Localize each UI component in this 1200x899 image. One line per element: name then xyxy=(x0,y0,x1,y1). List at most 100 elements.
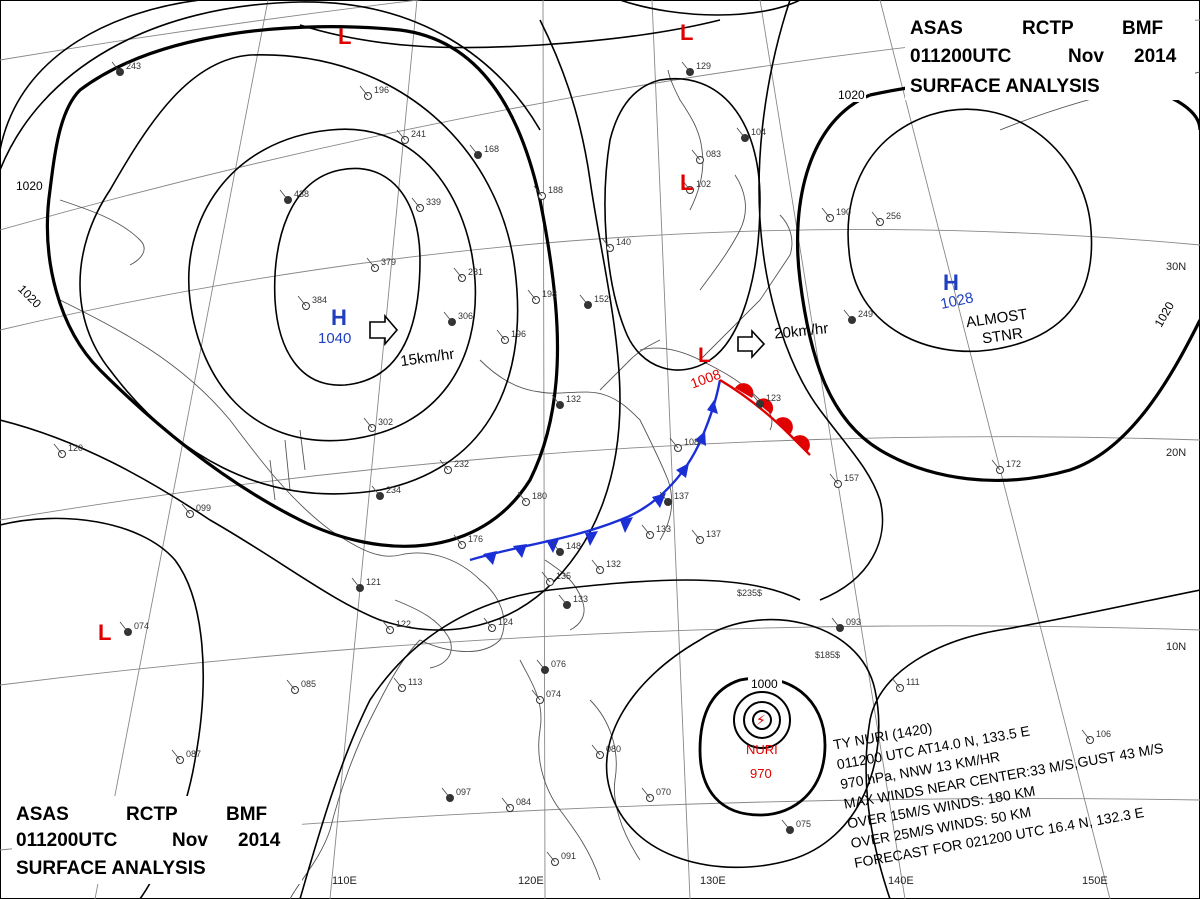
title-word-1: ASAS xyxy=(910,18,963,39)
wind-barb-icon xyxy=(831,617,841,629)
wind-barb-icon xyxy=(371,485,381,497)
lat-label-20n: 20N xyxy=(1166,447,1186,459)
cold-front-barb xyxy=(676,463,689,478)
ship-report-1: $235$ xyxy=(737,588,762,598)
low-symbol-sakhalin: L xyxy=(680,170,693,195)
wind-barb-icon xyxy=(891,677,901,689)
isobar-se xyxy=(865,589,1200,899)
station-pressure-label: 132 xyxy=(606,559,621,569)
coast-philippines-east xyxy=(589,699,641,861)
station-pressure-label: 087 xyxy=(186,749,201,759)
wind-barb-icon xyxy=(501,797,511,809)
station-pressure-label: 070 xyxy=(656,787,671,797)
station-pressure-label: 132 xyxy=(566,394,581,404)
wind-barb-icon xyxy=(591,744,601,756)
wind-barb-icon xyxy=(991,459,1001,471)
station-pressure-label: 133 xyxy=(573,594,588,604)
station-pressure-label: 168 xyxy=(484,144,499,154)
wind-barb-icon xyxy=(366,257,376,269)
isobar-label-bg xyxy=(14,178,44,192)
title-time-bottom: 011200UTC xyxy=(16,830,118,851)
isobar-north-band xyxy=(299,19,721,49)
lat-label-10n: 10N xyxy=(1166,641,1186,653)
wind-barb-icon xyxy=(558,594,568,606)
cold-front-barb xyxy=(695,431,706,446)
pressure-centers: H 1040 H 1028 ALMOST STNR L L L L L 1008… xyxy=(98,20,1028,781)
arrow-right-icon xyxy=(369,313,399,347)
station-pressure-label: 172 xyxy=(1006,459,1021,469)
typhoon-value: 970 xyxy=(750,766,772,781)
coast-hainan xyxy=(394,599,452,669)
wind-barb-icon xyxy=(453,534,463,546)
station-pressure-label: 152 xyxy=(594,294,609,304)
wind-barb-icon xyxy=(297,295,307,307)
wind-barb-icon xyxy=(443,311,453,323)
wind-barb-icon xyxy=(536,659,546,671)
station-pressure-label: 196 xyxy=(374,85,389,95)
station-pressure-label: 438 xyxy=(294,189,309,199)
title-block-bg xyxy=(905,8,1195,100)
coast-honshu xyxy=(699,214,793,361)
high-value-east: 1028 xyxy=(939,289,975,313)
river-marks xyxy=(269,429,306,501)
low-symbol-ne: L xyxy=(680,20,693,45)
station-pressure-label: 140 xyxy=(616,237,631,247)
station-pressure-label: 113 xyxy=(408,677,422,687)
title-year-bottom: 2014 xyxy=(238,830,281,851)
station-pressure-label: 188 xyxy=(548,185,563,195)
wind-barb-icon xyxy=(351,577,361,589)
station-pressure-label: 074 xyxy=(546,689,561,699)
meridian-150e xyxy=(879,0,1111,899)
title-word-2-bottom: RCTP xyxy=(126,804,178,825)
station-pressure-label: 249 xyxy=(858,309,873,319)
wind-barb-icon xyxy=(496,329,506,341)
low-symbol-north: L xyxy=(338,24,351,49)
station-pressure-label: 102 xyxy=(696,179,711,189)
fronts xyxy=(469,378,811,565)
station-pressure-label: 234 xyxy=(386,485,401,495)
high-symbol-east: H xyxy=(943,270,959,295)
wind-barb-icon xyxy=(546,851,556,863)
station-pressure-label: 111 xyxy=(906,677,920,687)
station-pressure-label: 076 xyxy=(551,659,566,669)
isobar-typhoon-1000 xyxy=(698,676,827,817)
wind-barb-icon xyxy=(441,787,451,799)
parallel-20n xyxy=(0,436,1200,521)
wind-barb-icon xyxy=(531,689,541,701)
station-pressure-label: 137 xyxy=(706,529,721,539)
wind-barb-icon xyxy=(691,149,701,161)
typhoon-symbol-icon: ⚡ xyxy=(756,712,766,728)
station-pressure-label: 091 xyxy=(561,851,576,861)
wind-barb-icon xyxy=(781,819,791,831)
station-pressure-label: 339 xyxy=(426,197,441,207)
station-pressure-label: 120 xyxy=(68,443,83,453)
isobar-label-1020-c: 1020 xyxy=(838,88,865,102)
typhoon-name: NURI xyxy=(746,742,778,757)
station-pressure-label: 122 xyxy=(396,619,411,629)
wind-barb-icon xyxy=(53,443,63,455)
wind-barb-icon xyxy=(469,144,479,156)
station-pressure-label: 104 xyxy=(751,127,766,137)
station-pressure-label: 148 xyxy=(566,541,581,551)
cold-front-barb xyxy=(652,493,666,508)
station-pressure-label: 097 xyxy=(456,787,471,797)
station-pressure-label: 243 xyxy=(126,61,141,71)
title-word-1-bottom: ASAS xyxy=(16,804,69,825)
wind-barb-icon xyxy=(396,129,406,141)
high-symbol-west: H xyxy=(331,305,347,330)
station-pressure-label: 075 xyxy=(796,819,811,829)
title-time: 011200UTC xyxy=(910,46,1012,67)
station-pressure-label: 084 xyxy=(516,797,531,807)
station-pressure-label: 198 xyxy=(542,289,557,299)
station-pressure-label: 123 xyxy=(766,393,781,403)
wind-barb-icon xyxy=(286,679,296,691)
wind-barb-icon xyxy=(681,179,691,191)
lat-label-30n: 30N xyxy=(1166,261,1186,273)
isobar-label-bg xyxy=(13,284,43,314)
meridian-110e xyxy=(329,0,418,899)
isobar-japan-low xyxy=(604,77,761,371)
isobar-outer-north xyxy=(0,1,541,171)
isobar-label-bg xyxy=(748,676,782,690)
